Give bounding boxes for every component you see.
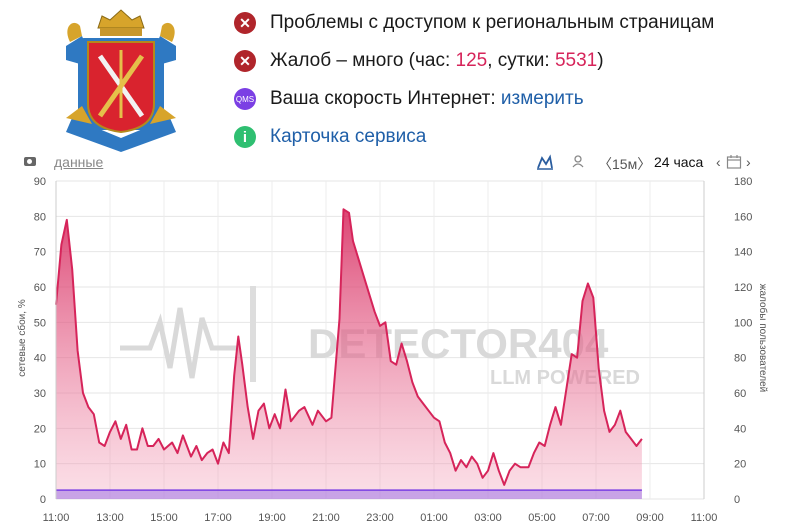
- y-left-tick-label: 10: [34, 459, 46, 471]
- x-tick-label: 15:00: [150, 512, 178, 524]
- x-tick-label: 03:00: [474, 512, 502, 524]
- data-link[interactable]: данные: [54, 154, 104, 170]
- y-right-tick-label: 0: [734, 494, 740, 506]
- complaints-prefix: Жалоб – много (час:: [270, 50, 451, 71]
- speed-test-prefix: Ваша скорость Интернет:: [270, 88, 496, 109]
- y-left-tick-label: 0: [40, 494, 46, 506]
- x-tick-label: 13:00: [96, 512, 124, 524]
- y-right-tick-label: 40: [734, 423, 746, 435]
- x-tick-label: 09:00: [636, 512, 664, 524]
- calendar-next-button[interactable]: ›: [746, 154, 751, 170]
- y-right-tick-label: 80: [734, 353, 746, 365]
- error-icon: ✕: [234, 12, 256, 34]
- calendar-prev-button[interactable]: ‹: [716, 154, 721, 170]
- x-tick-label: 19:00: [258, 512, 286, 524]
- outage-line: [55, 208, 643, 486]
- range-15m-label: 15м: [612, 156, 638, 172]
- y-axis-left-title: сетевые сбои, %: [16, 299, 28, 377]
- x-tick-label: 11:00: [691, 512, 718, 524]
- y-left-tick-label: 50: [34, 317, 46, 329]
- chart-toolbar: данные 〈15м〉 24 часа ‹ ›: [0, 150, 800, 174]
- outage-area-fill: [56, 209, 642, 500]
- x-tick-label: 11:00: [43, 512, 70, 524]
- qms-icon: QMS: [234, 88, 256, 110]
- x-tick-label: 17:00: [204, 512, 232, 524]
- y-right-tick-label: 60: [734, 388, 746, 400]
- chart-series: [55, 208, 643, 500]
- chevron-right-icon: 〉: [637, 156, 652, 172]
- range-24h-button[interactable]: 24 часа: [654, 154, 704, 170]
- y-right-tick-label: 20: [734, 459, 746, 471]
- status-service-card: i Карточка сервиса: [234, 118, 714, 156]
- status-complaints: ✕ Жалоб – много (час: 125, сутки: 5531): [234, 42, 714, 80]
- y-right-tick-label: 140: [734, 247, 752, 259]
- measure-speed-link[interactable]: измерить: [500, 88, 584, 109]
- user-icon[interactable]: [572, 155, 584, 168]
- y-right-tick-label: 160: [734, 211, 752, 223]
- complaints-suffix: ): [597, 50, 604, 71]
- x-tick-label: 01:00: [420, 512, 448, 524]
- camera-icon[interactable]: [24, 157, 36, 166]
- calendar-icon[interactable]: [726, 154, 742, 169]
- service-card-link[interactable]: Карточка сервиса: [270, 126, 427, 147]
- y-right-tick-label: 100: [734, 317, 752, 329]
- complaints-baseline-area: [56, 490, 642, 499]
- status-text: Проблемы с доступом к региональным стран…: [270, 12, 715, 33]
- x-tick-label: 07:00: [582, 512, 610, 524]
- x-tick-label: 23:00: [366, 512, 394, 524]
- y-left-tick-label: 20: [34, 423, 46, 435]
- chevron-left-icon: 〈: [598, 156, 612, 172]
- saint-petersburg-emblem: [66, 9, 176, 152]
- status-list: ✕ Проблемы с доступом к региональным стр…: [234, 4, 714, 156]
- info-icon: i: [234, 126, 256, 148]
- complaints-day-count: 5531: [554, 50, 598, 71]
- y-left-tick-label: 40: [34, 353, 46, 365]
- y-axis-right-title: жалобы пользователей: [757, 284, 769, 393]
- y-left-tick-label: 70: [34, 247, 46, 259]
- chart-axes: 0 0 10 20 20 40 30 60 40 80 50 100 60 120 70 140 80 160 90…: [34, 176, 753, 524]
- status-regional-access: ✕ Проблемы с доступом к региональным стр…: [234, 4, 714, 42]
- y-left-tick-label: 30: [34, 388, 46, 400]
- status-speed-test: QMS Ваша скорость Интернет: измерить: [234, 80, 714, 118]
- y-left-tick-label: 80: [34, 211, 46, 223]
- x-tick-label: 05:00: [528, 512, 556, 524]
- chart-mode-icon[interactable]: [536, 154, 554, 170]
- range-15m-button[interactable]: 〈15м〉: [598, 154, 651, 174]
- x-tick-label: 21:00: [312, 512, 340, 524]
- watermark-subtitle: LLM POWERED: [490, 367, 640, 389]
- y-right-tick-label: 120: [734, 282, 752, 294]
- y-left-tick-label: 90: [34, 176, 46, 188]
- complaints-mid: , сутки:: [487, 50, 550, 71]
- y-right-tick-label: 180: [734, 176, 752, 188]
- error-icon: ✕: [234, 50, 256, 72]
- complaints-hour-count: 125: [455, 50, 488, 71]
- y-left-tick-label: 60: [34, 282, 46, 294]
